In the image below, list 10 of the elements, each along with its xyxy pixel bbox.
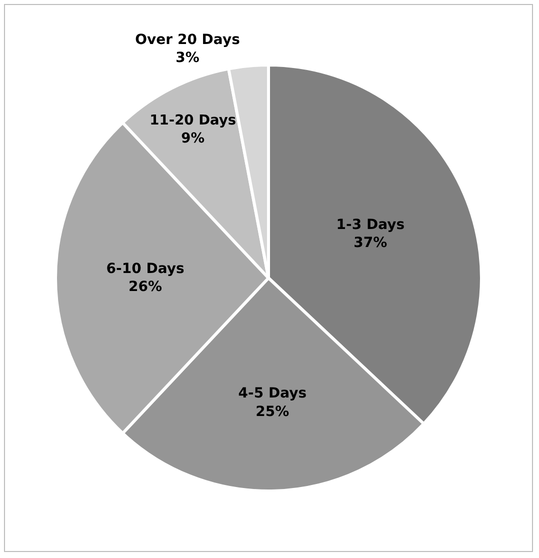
- data-label: 9%: [181, 130, 205, 147]
- data-label: 25%: [256, 404, 290, 420]
- slice-label: 1-3 Days: [336, 216, 405, 233]
- slice-label: Over 20 Days: [135, 32, 240, 48]
- data-label: 26%: [128, 279, 162, 296]
- slice-label: 4-5 Days: [238, 386, 307, 402]
- data-label: 37%: [354, 234, 388, 251]
- slice-label: 11-20 Days: [150, 112, 236, 129]
- slice-label: 6-10 Days: [106, 260, 184, 277]
- data-label: 3%: [176, 50, 200, 66]
